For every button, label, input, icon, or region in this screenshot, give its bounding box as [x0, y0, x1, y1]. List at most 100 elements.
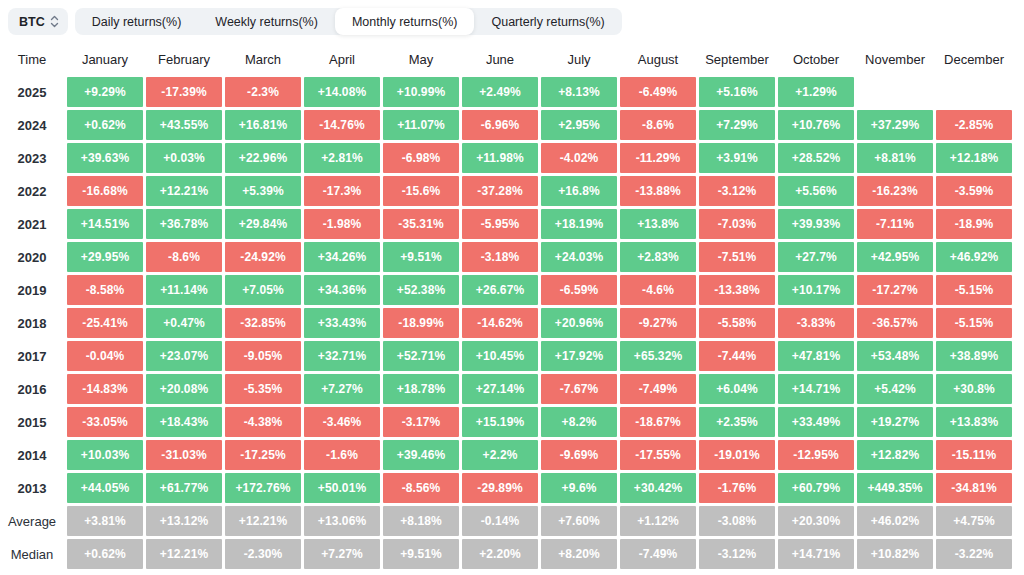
return-cell: -4.38% [225, 407, 301, 437]
return-cell: +22.96% [225, 143, 301, 173]
return-cell: +9.29% [67, 77, 143, 107]
row-label: 2025 [0, 77, 64, 107]
return-cell: +26.67% [462, 275, 538, 305]
return-cell: +32.71% [304, 341, 380, 371]
return-cell: +39.63% [67, 143, 143, 173]
return-cell: +34.36% [304, 275, 380, 305]
return-cell: -3.22% [936, 539, 1012, 569]
row-label: Median [0, 539, 64, 569]
column-header-month: August [620, 44, 696, 74]
return-cell: -18.67% [620, 407, 696, 437]
return-cell: +16.81% [225, 110, 301, 140]
row-label: Average [0, 506, 64, 536]
return-cell: +28.52% [778, 143, 854, 173]
return-cell: -24.92% [225, 242, 301, 272]
return-cell: +24.03% [541, 242, 617, 272]
return-cell: -16.68% [67, 176, 143, 206]
row-label: 2020 [0, 242, 64, 272]
return-cell: +6.04% [699, 374, 775, 404]
return-cell: +52.38% [383, 275, 459, 305]
return-cell: -3.59% [936, 176, 1012, 206]
row-label: 2021 [0, 209, 64, 239]
return-cell: -3.08% [699, 506, 775, 536]
return-cell: +7.05% [225, 275, 301, 305]
return-cell: +14.71% [778, 374, 854, 404]
return-cell: +18.43% [146, 407, 222, 437]
return-cell: -17.3% [304, 176, 380, 206]
tab-quarterly-returns[interactable]: Quarterly returns(%) [474, 8, 621, 35]
return-cell: -0.14% [462, 506, 538, 536]
return-cell: +37.29% [857, 110, 933, 140]
column-header-month: January [67, 44, 143, 74]
return-cell: +2.81% [304, 143, 380, 173]
return-cell: +8.20% [541, 539, 617, 569]
return-cell: -29.89% [462, 473, 538, 503]
return-cell: +20.96% [541, 308, 617, 338]
return-cell: +4.75% [936, 506, 1012, 536]
return-cell: +15.19% [462, 407, 538, 437]
return-cell: -8.58% [67, 275, 143, 305]
return-cell: +2.20% [462, 539, 538, 569]
column-header-month: June [462, 44, 538, 74]
toolbar: BTC Daily returns(%) Weekly returns(%) M… [8, 8, 1024, 35]
return-cell: -1.98% [304, 209, 380, 239]
return-cell: +5.56% [778, 176, 854, 206]
return-cell: +12.21% [225, 506, 301, 536]
symbol-select[interactable]: BTC [8, 8, 68, 35]
return-cell: +18.78% [383, 374, 459, 404]
row-label: 2024 [0, 110, 64, 140]
return-cell: +33.43% [304, 308, 380, 338]
return-cell: -31.03% [146, 440, 222, 470]
return-cell: +8.2% [541, 407, 617, 437]
tab-daily-returns[interactable]: Daily returns(%) [75, 8, 199, 35]
return-cell: +8.18% [383, 506, 459, 536]
return-cell: -3.12% [699, 539, 775, 569]
return-cell: +14.71% [778, 539, 854, 569]
sort-arrows-icon [50, 15, 59, 28]
return-cell: +5.16% [699, 77, 775, 107]
return-cell: +30.42% [620, 473, 696, 503]
return-cell: -7.11% [857, 209, 933, 239]
return-cell: -15.11% [936, 440, 1012, 470]
return-cell: -3.18% [462, 242, 538, 272]
return-cell: +7.27% [304, 374, 380, 404]
return-cell: -34.81% [936, 473, 1012, 503]
return-cell: +36.78% [146, 209, 222, 239]
return-cell: -4.6% [620, 275, 696, 305]
return-cell: +30.8% [936, 374, 1012, 404]
return-cell: -3.46% [304, 407, 380, 437]
return-cell: +14.51% [67, 209, 143, 239]
return-cell: -12.95% [778, 440, 854, 470]
return-cell: -6.59% [541, 275, 617, 305]
return-cell: +46.92% [936, 242, 1012, 272]
tab-monthly-returns[interactable]: Monthly returns(%) [335, 8, 475, 35]
return-cell: +10.17% [778, 275, 854, 305]
row-label: 2013 [0, 473, 64, 503]
return-cell: +0.62% [67, 110, 143, 140]
tab-weekly-returns[interactable]: Weekly returns(%) [198, 8, 335, 35]
return-cell: -9.05% [225, 341, 301, 371]
return-cell: +11.14% [146, 275, 222, 305]
return-cell: +3.81% [67, 506, 143, 536]
return-cell: +7.27% [304, 539, 380, 569]
return-cell: -19.01% [699, 440, 775, 470]
return-cell: +12.21% [146, 176, 222, 206]
column-header-month: September [699, 44, 775, 74]
return-cell: +10.76% [778, 110, 854, 140]
monthly-returns-table: TimeJanuaryFebruaryMarchAprilMayJuneJuly… [0, 44, 1012, 569]
return-cell: +12.18% [936, 143, 1012, 173]
return-cell: -3.17% [383, 407, 459, 437]
return-cell: -17.27% [857, 275, 933, 305]
return-cell: +13.8% [620, 209, 696, 239]
return-cell: +11.07% [383, 110, 459, 140]
return-cell: +8.81% [857, 143, 933, 173]
row-label: 2014 [0, 440, 64, 470]
return-cell: -9.69% [541, 440, 617, 470]
return-cell: +27.7% [778, 242, 854, 272]
return-cell: +2.83% [620, 242, 696, 272]
column-header-month: October [778, 44, 854, 74]
column-header-time: Time [0, 44, 64, 74]
return-cell: +9.6% [541, 473, 617, 503]
return-cell: +3.91% [699, 143, 775, 173]
return-cell: -15.6% [383, 176, 459, 206]
